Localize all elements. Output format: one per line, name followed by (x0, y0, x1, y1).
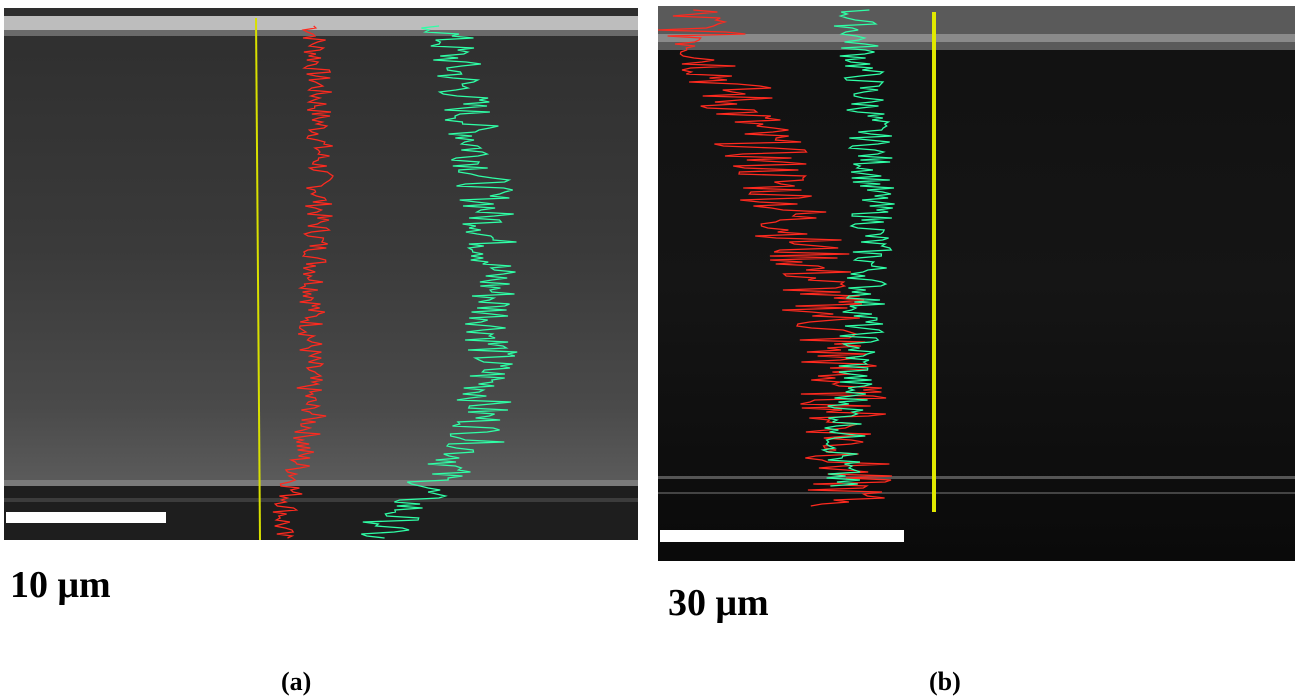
sem-background-a (4, 8, 638, 540)
sem-image-panel-b (658, 6, 1295, 561)
scale-bar-a (6, 512, 166, 523)
scan-line-a (255, 17, 261, 540)
panel-caption-a: (a) (281, 667, 312, 696)
red-line-profile-a (272, 25, 334, 539)
scale-bar-label-a: 10 μm (10, 564, 111, 606)
top-surface-edge-b (658, 6, 1295, 50)
panel-caption-b: (b) (929, 667, 961, 696)
scale-bar-label-b: 30 μm (668, 582, 769, 624)
sem-image-panel-a (4, 8, 638, 540)
scale-bar-b (660, 530, 904, 542)
bottom-surface-edge-a (4, 480, 638, 486)
sem-image-b (658, 6, 1295, 561)
green-line-profile-b (820, 9, 895, 487)
green-line-profile-a (361, 25, 518, 539)
top-surface-edge-a (4, 16, 638, 30)
bottom-surface-edge-b (658, 476, 1295, 479)
sem-image-a (4, 8, 638, 540)
